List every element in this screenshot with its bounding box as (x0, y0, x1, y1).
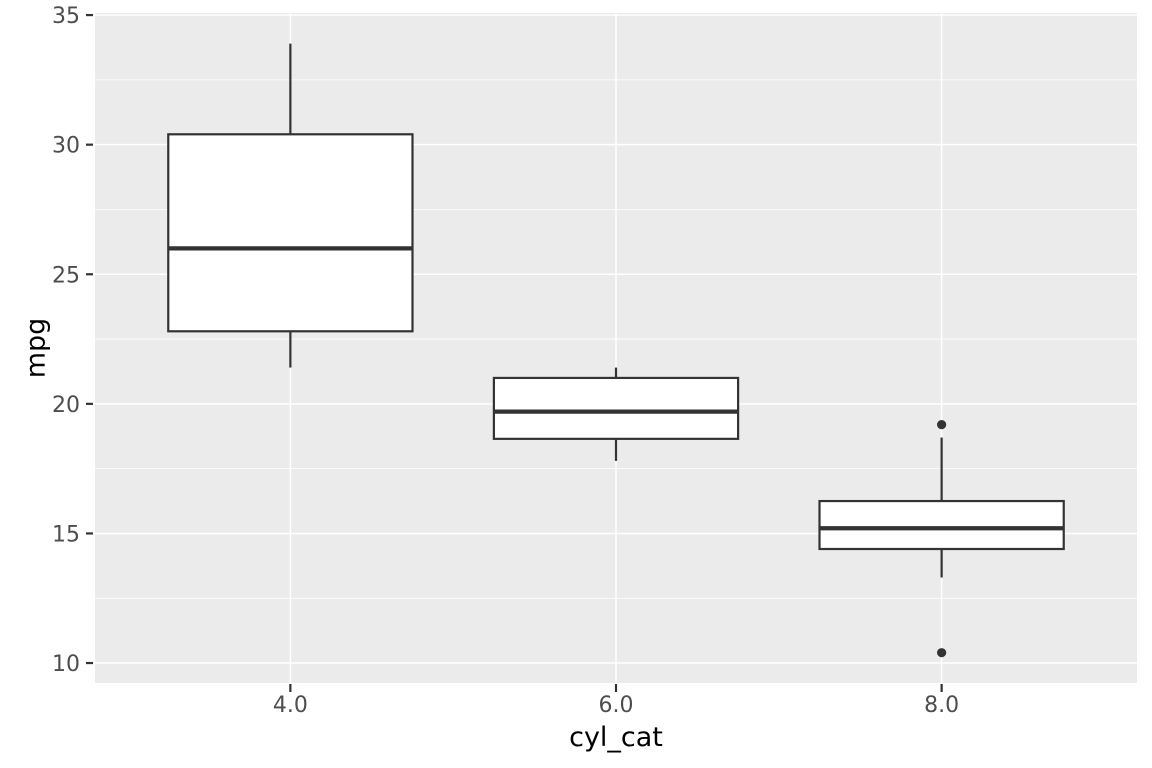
y-tick-label: 20 (52, 393, 80, 418)
x-axis-title: cyl_cat (569, 722, 663, 753)
x-tick-label: 4.0 (273, 693, 308, 718)
y-axis-title: mpg (20, 317, 52, 379)
outlier-point-8.0 (937, 419, 947, 430)
x-tick-label: 8.0 (924, 693, 959, 718)
x-tick-label: 6.0 (599, 693, 634, 718)
box-6.0 (492, 376, 740, 440)
y-tick-label: 30 (52, 134, 80, 159)
y-tick-label: 10 (52, 652, 80, 677)
y-tick-label: 25 (52, 263, 80, 288)
y-tick-label: 35 (52, 4, 80, 29)
outlier-point-8.0 (937, 648, 947, 658)
box-8.0 (818, 499, 1065, 551)
y-tick-label: 15 (52, 522, 80, 547)
box-4.0 (167, 133, 414, 333)
